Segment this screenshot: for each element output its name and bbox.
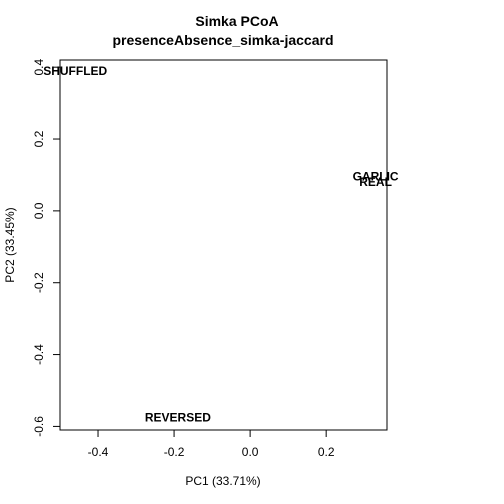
y-tick-label: 0.0 xyxy=(32,202,46,219)
x-tick-label: 0.2 xyxy=(318,445,335,459)
y-axis: -0.6 -0.4 -0.2 0.0 0.2 0.4 xyxy=(32,59,61,437)
point-label: REAL xyxy=(359,175,392,189)
y-tick-label: -0.2 xyxy=(32,272,46,293)
y-axis-label: PC2 (33.45%) xyxy=(3,207,17,282)
y-tick-label: -0.6 xyxy=(32,416,46,437)
y-tick-label: -0.4 xyxy=(32,344,46,365)
x-axis: -0.4 -0.2 0.0 0.2 xyxy=(88,429,335,459)
x-tick-label: -0.4 xyxy=(88,445,109,459)
x-tick-label: 0.0 xyxy=(242,445,259,459)
chart-title: Simka PCoA xyxy=(195,13,278,29)
x-axis-label: PC1 (33.71%) xyxy=(185,474,260,488)
y-tick-label: 0.2 xyxy=(32,130,46,147)
point-label: GARLIC xyxy=(353,170,399,184)
plot-frame xyxy=(59,59,388,431)
point-label: SHUFFLED xyxy=(43,64,107,78)
y-tick-label: 0.4 xyxy=(32,59,46,76)
x-tick-label: -0.2 xyxy=(164,445,185,459)
point-label: REVERSED xyxy=(145,410,211,424)
chart-subtitle: presenceAbsence_simka-jaccard xyxy=(112,32,333,48)
